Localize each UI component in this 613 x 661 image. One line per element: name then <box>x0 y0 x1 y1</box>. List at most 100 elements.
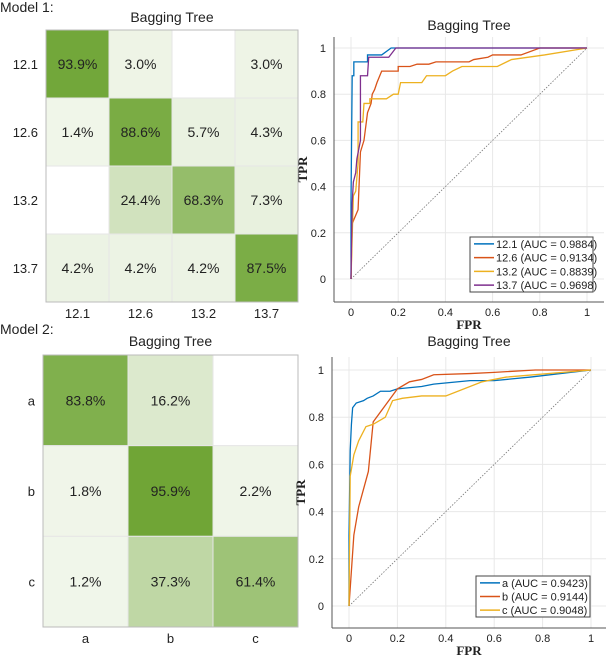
cm-cell-value: 95.9% <box>151 483 191 499</box>
cm-border <box>45 29 299 303</box>
x-tick-label: 0.8 <box>535 633 550 645</box>
y-tick-label: 0.6 <box>309 459 324 471</box>
cm-cell-value: 24.4% <box>121 192 161 208</box>
cm-cell-value: 1.8% <box>70 483 102 499</box>
roc-curve <box>348 369 592 606</box>
cm-cell <box>212 354 299 447</box>
legend-entry: 13.2 (AUC = 0.8839) <box>496 266 597 278</box>
legend-entry: a (AUC = 0.9423) <box>502 578 588 590</box>
y-tick-label: 1 <box>320 43 326 55</box>
x-tick-label: 0.2 <box>391 307 406 319</box>
legend-entry: 13.7 (AUC = 0.9698) <box>496 280 597 292</box>
cm-cell <box>212 445 299 537</box>
x-tick-label: 0 <box>346 633 352 645</box>
legend-entry: 12.1 (AUC = 0.9884) <box>496 239 597 251</box>
cm-col-label: 13.7 <box>254 306 279 321</box>
cm-cell-value: 4.2% <box>62 260 94 276</box>
y-axis-label: TPR <box>295 156 310 183</box>
y-tick-label: 0.4 <box>311 182 326 194</box>
x-tick-label: 0.8 <box>532 307 547 319</box>
cm-cell <box>45 97 110 167</box>
roc-curve <box>350 47 587 280</box>
cm-cell <box>108 29 173 99</box>
cm-row-label: 13.7 <box>13 261 38 276</box>
roc-curve <box>348 369 591 607</box>
x-tick-label: 1 <box>588 633 594 645</box>
model-1-label: Model 1: <box>0 0 54 15</box>
x-tick-label: 0.4 <box>438 633 453 645</box>
legend-entry: 12.6 (AUC = 0.9134) <box>496 253 597 265</box>
cm-cell-value: 16.2% <box>151 392 191 408</box>
cm-cell-value: 3.0% <box>251 56 283 72</box>
roc-title: Bagging Tree <box>427 333 510 349</box>
cm-col-label: a <box>82 631 90 646</box>
y-tick-label: 0.4 <box>309 507 324 519</box>
y-tick-label: 0.2 <box>311 228 326 240</box>
x-tick-label: 0 <box>348 307 354 319</box>
cm-cell-value: 7.3% <box>251 192 283 208</box>
model-2-label: Model 2: <box>0 321 54 337</box>
cm-cell-value: 1.4% <box>62 124 94 140</box>
cm-cell <box>45 165 110 235</box>
legend-box <box>469 236 594 293</box>
cm-cell-value: 87.5% <box>247 260 287 276</box>
cm-cell <box>108 233 173 303</box>
cm-cell <box>108 165 173 235</box>
roc-curve <box>350 47 587 280</box>
x-tick-label: 0.2 <box>390 633 405 645</box>
cm-cell <box>42 535 129 628</box>
cm-col-label: 12.6 <box>128 306 153 321</box>
cm-border <box>42 354 299 628</box>
cm-col-label: b <box>167 631 174 646</box>
cm-row-label: b <box>28 484 35 499</box>
cm-cell-value: 4.2% <box>188 260 220 276</box>
y-axis-label: TPR <box>293 479 308 506</box>
x-tick-label: 0.6 <box>487 633 502 645</box>
y-tick-label: 1 <box>318 365 324 377</box>
cm-cell-value: 37.3% <box>151 574 191 590</box>
cm-cell-value: 83.8% <box>66 392 106 408</box>
y-tick-label: 0 <box>318 601 324 613</box>
cm-row-label: 12.1 <box>13 57 38 72</box>
cm-cell-value: 2.2% <box>240 483 272 499</box>
cm-cell-value: 68.3% <box>184 192 224 208</box>
cm-row-label: 12.6 <box>13 125 38 140</box>
cm-col-label: c <box>252 631 259 646</box>
cm-title: Bagging Tree <box>129 333 212 349</box>
y-tick-label: 0.8 <box>311 89 326 101</box>
cm-cell-value: 93.9% <box>58 56 98 72</box>
y-tick-label: 0.2 <box>309 554 324 566</box>
legend-entry: b (AUC = 0.9144) <box>502 592 588 604</box>
roc-curve <box>350 47 587 279</box>
chance-line <box>348 369 592 607</box>
cm-row-label: c <box>29 575 36 590</box>
x-axis-label: FPR <box>456 643 482 658</box>
y-tick-label: 0 <box>320 274 326 286</box>
chance-line <box>350 47 588 280</box>
cm-cell-value: 1.2% <box>70 574 102 590</box>
cm-row-label: a <box>28 393 36 408</box>
roc-curve <box>348 369 592 607</box>
x-tick-label: 0.4 <box>438 307 453 319</box>
cm-cell <box>42 354 129 447</box>
cm-row-label: 13.2 <box>13 193 38 208</box>
roc-title: Bagging Tree <box>427 17 510 33</box>
cm-cell-value: 4.2% <box>125 260 157 276</box>
x-tick-label: 1 <box>584 307 590 319</box>
cm-cell <box>234 233 299 303</box>
cm-cell-value: 61.4% <box>236 574 276 590</box>
cm-cell <box>171 29 236 99</box>
cm-cell <box>127 445 214 537</box>
cm-cell-value: 5.7% <box>188 124 220 140</box>
x-tick-label: 0.6 <box>485 307 500 319</box>
roc-curve <box>350 47 588 280</box>
cm-cell-value: 88.6% <box>121 124 161 140</box>
cm-col-label: 12.1 <box>65 306 90 321</box>
y-tick-label: 0.8 <box>309 412 324 424</box>
cm-title: Bagging Tree <box>130 9 213 25</box>
y-tick-label: 0.6 <box>311 135 326 147</box>
cm-cell <box>234 165 299 235</box>
cm-cell-value: 3.0% <box>125 56 157 72</box>
cm-cell-value: 4.3% <box>251 124 283 140</box>
